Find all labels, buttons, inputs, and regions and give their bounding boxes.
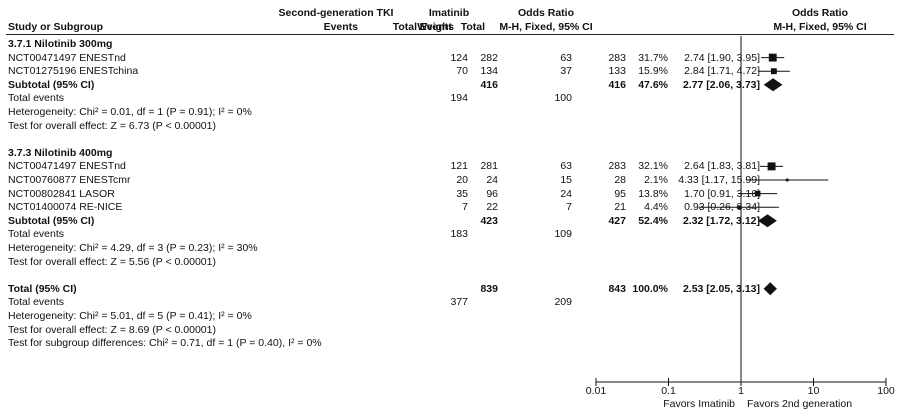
header-plot-method: M-H, Fixed, 95% CI	[773, 21, 867, 33]
study-name: NCT01400074 RE-NICE	[8, 201, 123, 214]
overall-effect-text: Test for overall effect: Z = 6.73 (P < 0…	[8, 119, 216, 132]
study-point-estimate	[770, 68, 777, 75]
header-events-1: Events	[419, 21, 454, 33]
subgroup-title: 3.7.3 Nilotinib 400mg	[8, 146, 113, 159]
header-rule	[6, 34, 894, 35]
events-tki: 24	[560, 187, 572, 200]
subtotal-total-imatinib: 416	[480, 78, 498, 91]
subtotal-total-imatinib: 423	[480, 214, 498, 227]
study-name: NCT00471497 ENESTnd	[8, 51, 126, 64]
events-imatinib: 7	[462, 201, 468, 214]
favors-right-label: Favors 2nd generation	[747, 398, 852, 410]
weight: 2.1%	[644, 174, 668, 186]
events-imatinib: 70	[456, 65, 468, 78]
x-tick-label: 100	[877, 385, 895, 397]
events-tki: 15	[560, 174, 572, 186]
total-imatinib: 839	[480, 282, 498, 295]
subtotal-weight: 47.6%	[638, 78, 668, 91]
total-tki: 283	[608, 160, 626, 173]
pooled-diamond	[763, 78, 783, 92]
subtotal-weight: 52.4%	[638, 214, 668, 227]
heterogeneity-text: Heterogeneity: Chi² = 4.29, df = 3 (P = …	[8, 242, 258, 254]
subgroup-differences-text: Test for subgroup differences: Chi² = 0.…	[8, 337, 322, 350]
events-imatinib: 35	[456, 187, 468, 200]
x-tick-label: 0.1	[661, 385, 676, 397]
total-imatinib: 96	[486, 187, 498, 200]
total-imatinib: 282	[480, 51, 498, 64]
study-point-estimate	[767, 162, 776, 171]
events-imatinib: 20	[456, 174, 468, 186]
x-tick-label: 0.01	[586, 385, 607, 397]
total-weight: 100.0%	[632, 282, 668, 295]
weight: 31.7%	[638, 51, 668, 64]
total-events-label: Total events	[8, 296, 65, 309]
weight: 32.1%	[638, 160, 668, 173]
study-name: NCT00471497 ENESTnd	[8, 160, 126, 173]
total-events-tki: 209	[554, 296, 572, 309]
study-name: NCT00802841 LASOR	[8, 187, 115, 200]
total-tki: 28	[614, 174, 626, 186]
total-events-tki: 100	[554, 92, 572, 105]
pooled-diamond	[758, 214, 777, 228]
favors-left-label: Favors Imatinib	[663, 398, 735, 410]
header-total-2: Total	[392, 21, 417, 33]
total-imatinib: 22	[486, 201, 498, 214]
heterogeneity-text: Heterogeneity: Chi² = 0.01, df = 1 (P = …	[8, 106, 252, 118]
total-events-tki: 109	[554, 228, 572, 241]
total-heterogeneity-text: Heterogeneity: Chi² = 5.01, df = 5 (P = …	[8, 310, 252, 322]
events-imatinib: 121	[450, 160, 468, 173]
total-tki: 95	[614, 187, 626, 200]
pooled-diamond	[763, 282, 777, 296]
subtotal-total-tki: 427	[608, 214, 626, 227]
events-imatinib: 124	[450, 51, 468, 64]
study-name: NCT01275196 ENESTchina	[8, 65, 139, 78]
total-imatinib: 134	[480, 65, 498, 78]
header-plot-title: Odds Ratio	[791, 7, 848, 19]
header-group2: Second-generation TKI	[278, 7, 394, 19]
x-tick-label: 1	[738, 385, 744, 397]
total-imatinib: 281	[480, 160, 498, 173]
total-tki: 283	[608, 51, 626, 64]
header-events-2: Events	[323, 21, 358, 33]
events-tki: 7	[566, 201, 572, 214]
total-events-imatinib: 194	[450, 92, 468, 105]
subtotal-label: Subtotal (95% CI)	[8, 78, 95, 91]
weight: 4.4%	[644, 201, 668, 214]
overall-effect-text: Test for overall effect: Z = 5.56 (P < 0…	[8, 255, 216, 268]
events-tki: 63	[560, 160, 572, 173]
header-study: Study or Subgroup	[8, 21, 104, 33]
total-tki: 133	[608, 65, 626, 78]
total-tki: 21	[614, 201, 626, 214]
weight: 15.9%	[638, 65, 668, 78]
total-events-label: Total events	[8, 92, 65, 105]
x-tick-label: 10	[808, 385, 820, 397]
subgroup-title: 3.7.1 Nilotinib 300mg	[8, 38, 113, 50]
study-point-estimate	[768, 53, 777, 62]
odds-ratio-ci: 4.33 [1.17, 15.99]	[678, 174, 760, 186]
events-tki: 37	[560, 65, 572, 78]
total-imatinib: 24	[486, 174, 498, 186]
total-tki: 843	[608, 282, 626, 295]
header-or-method: M-H, Fixed, 95% CI	[499, 21, 593, 33]
header-group1: Imatinib	[428, 7, 470, 19]
total-overall-effect-text: Test for overall effect: Z = 8.69 (P < 0…	[8, 323, 216, 336]
total-events-label: Total events	[8, 228, 65, 241]
study-point-estimate	[736, 205, 741, 209]
header-total-1: Total	[460, 21, 485, 33]
study-point-estimate	[785, 178, 789, 182]
subtotal-label: Subtotal (95% CI)	[8, 214, 95, 227]
total-events-imatinib: 183	[450, 228, 468, 241]
study-name: NCT00760877 ENESTcmr	[8, 174, 131, 186]
weight: 13.8%	[638, 187, 668, 200]
header-weight: Weight	[417, 21, 452, 33]
total-events-imatinib: 377	[450, 296, 468, 309]
events-tki: 63	[560, 51, 572, 64]
header-or-title: Odds Ratio	[517, 7, 574, 19]
study-point-estimate	[754, 190, 761, 197]
subtotal-total-tki: 416	[608, 78, 626, 91]
total-label: Total (95% CI)	[8, 282, 77, 295]
